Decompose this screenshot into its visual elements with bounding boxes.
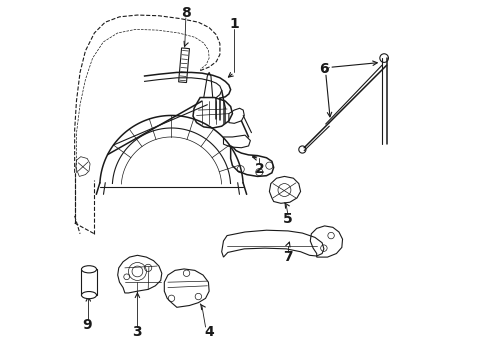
Text: 6: 6	[319, 62, 329, 76]
Text: 8: 8	[181, 6, 191, 20]
Text: 9: 9	[82, 318, 92, 332]
Bar	[81, 269, 97, 295]
Ellipse shape	[81, 266, 97, 273]
Ellipse shape	[81, 292, 97, 299]
Text: 1: 1	[229, 17, 239, 31]
Text: 2: 2	[254, 162, 264, 176]
Text: 5: 5	[283, 212, 293, 226]
Text: 4: 4	[204, 325, 214, 339]
Text: 3: 3	[133, 325, 142, 339]
Text: 7: 7	[283, 250, 293, 264]
